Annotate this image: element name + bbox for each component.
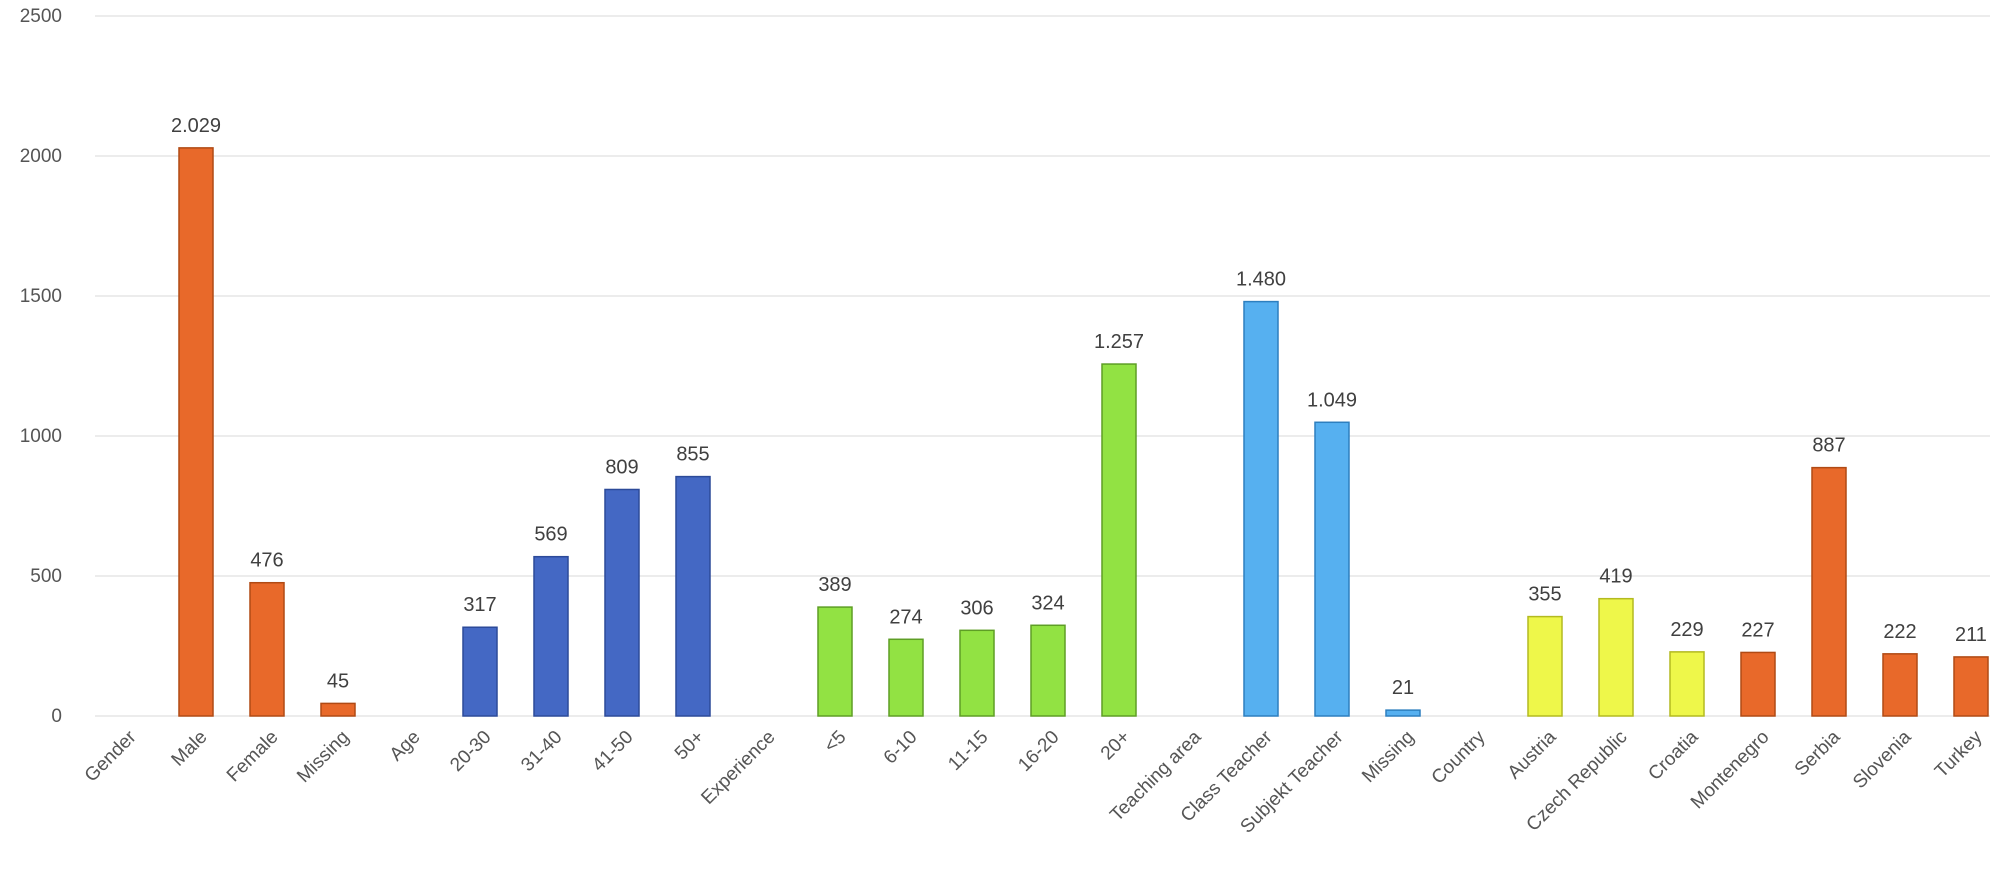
bar <box>1101 363 1137 717</box>
category-label: Experience <box>697 727 779 809</box>
y-tick-label: 2000 <box>20 146 62 167</box>
data-label: 476 <box>250 550 283 572</box>
data-label: 809 <box>605 456 638 478</box>
category-label: Austria <box>1504 726 1561 783</box>
y-tick-label: 2500 <box>20 6 62 27</box>
data-label: 324 <box>1031 592 1064 614</box>
data-label: 227 <box>1741 619 1774 641</box>
category-label: Male <box>168 727 212 771</box>
bar <box>462 626 498 717</box>
bar <box>959 629 995 717</box>
bar <box>675 475 711 717</box>
data-label: 306 <box>960 597 993 619</box>
bar <box>1953 656 1989 717</box>
category-label: 20+ <box>1097 727 1135 765</box>
y-axis-ticks: 0 500 1000 1500 2000 2500 <box>20 6 62 727</box>
category-label: 31-40 <box>517 727 566 776</box>
category-label: 11-15 <box>944 727 992 775</box>
data-label: 355 <box>1528 584 1561 606</box>
bar <box>1882 653 1918 717</box>
data-label: 1.257 <box>1094 331 1144 353</box>
category-label: Country <box>1428 726 1490 788</box>
bar <box>533 555 569 717</box>
category-label: 16-20 <box>1014 727 1063 776</box>
bar <box>1030 624 1066 717</box>
y-tick-label: 0 <box>51 706 62 727</box>
category-label: Gender <box>81 726 141 786</box>
category-label: Croatia <box>1644 726 1702 784</box>
bar <box>1243 300 1279 717</box>
data-label: 45 <box>327 670 349 692</box>
category-label: 41-50 <box>588 727 637 776</box>
category-label: Missing <box>1358 727 1418 787</box>
y-tick-label: 1500 <box>20 286 62 307</box>
category-label: 6-10 <box>880 727 922 769</box>
category-label: Turkey <box>1931 726 1987 782</box>
data-labels: 2.029 476 45 317 569 809 855 389 274 306 324 1.257 1… <box>171 115 1987 699</box>
bars <box>178 147 1989 717</box>
bar <box>320 702 356 717</box>
category-label: 20-30 <box>446 727 495 776</box>
bar <box>1598 597 1634 717</box>
bar <box>817 606 853 717</box>
x-axis-category-labels: Gender Male Female Missing Age 20-30 31-40 41-5… <box>81 726 1987 837</box>
data-label: 317 <box>463 594 496 616</box>
data-label: 1.480 <box>1236 269 1286 291</box>
bar <box>178 147 214 717</box>
category-label: Female <box>223 727 283 787</box>
data-label: 569 <box>534 524 567 546</box>
bar <box>1740 651 1776 717</box>
data-label: 389 <box>818 574 851 596</box>
data-label: 229 <box>1670 619 1703 641</box>
bar <box>1385 709 1421 717</box>
bar <box>1811 466 1847 717</box>
bar <box>1527 615 1563 717</box>
data-label: 887 <box>1812 435 1845 457</box>
data-label: 274 <box>889 606 922 628</box>
category-label: 50+ <box>671 727 709 765</box>
bar <box>1314 421 1350 717</box>
category-label: Age <box>386 727 425 766</box>
data-label: 211 <box>1955 624 1987 646</box>
bar <box>888 638 924 717</box>
bar <box>1669 651 1705 717</box>
category-label: Serbia <box>1791 726 1845 780</box>
data-label: 2.029 <box>171 115 221 137</box>
y-tick-label: 1000 <box>20 426 62 447</box>
bar <box>604 488 640 717</box>
category-label: Missing <box>293 727 353 787</box>
data-label: 222 <box>1883 621 1916 643</box>
data-label: 1.049 <box>1307 389 1357 411</box>
bar <box>249 581 285 717</box>
data-label: 419 <box>1599 566 1632 588</box>
data-label: 855 <box>676 444 709 466</box>
category-label: <5 <box>820 727 850 757</box>
data-label: 21 <box>1392 677 1414 699</box>
y-tick-label: 500 <box>30 566 62 587</box>
category-label: Slovenia <box>1849 726 1916 793</box>
